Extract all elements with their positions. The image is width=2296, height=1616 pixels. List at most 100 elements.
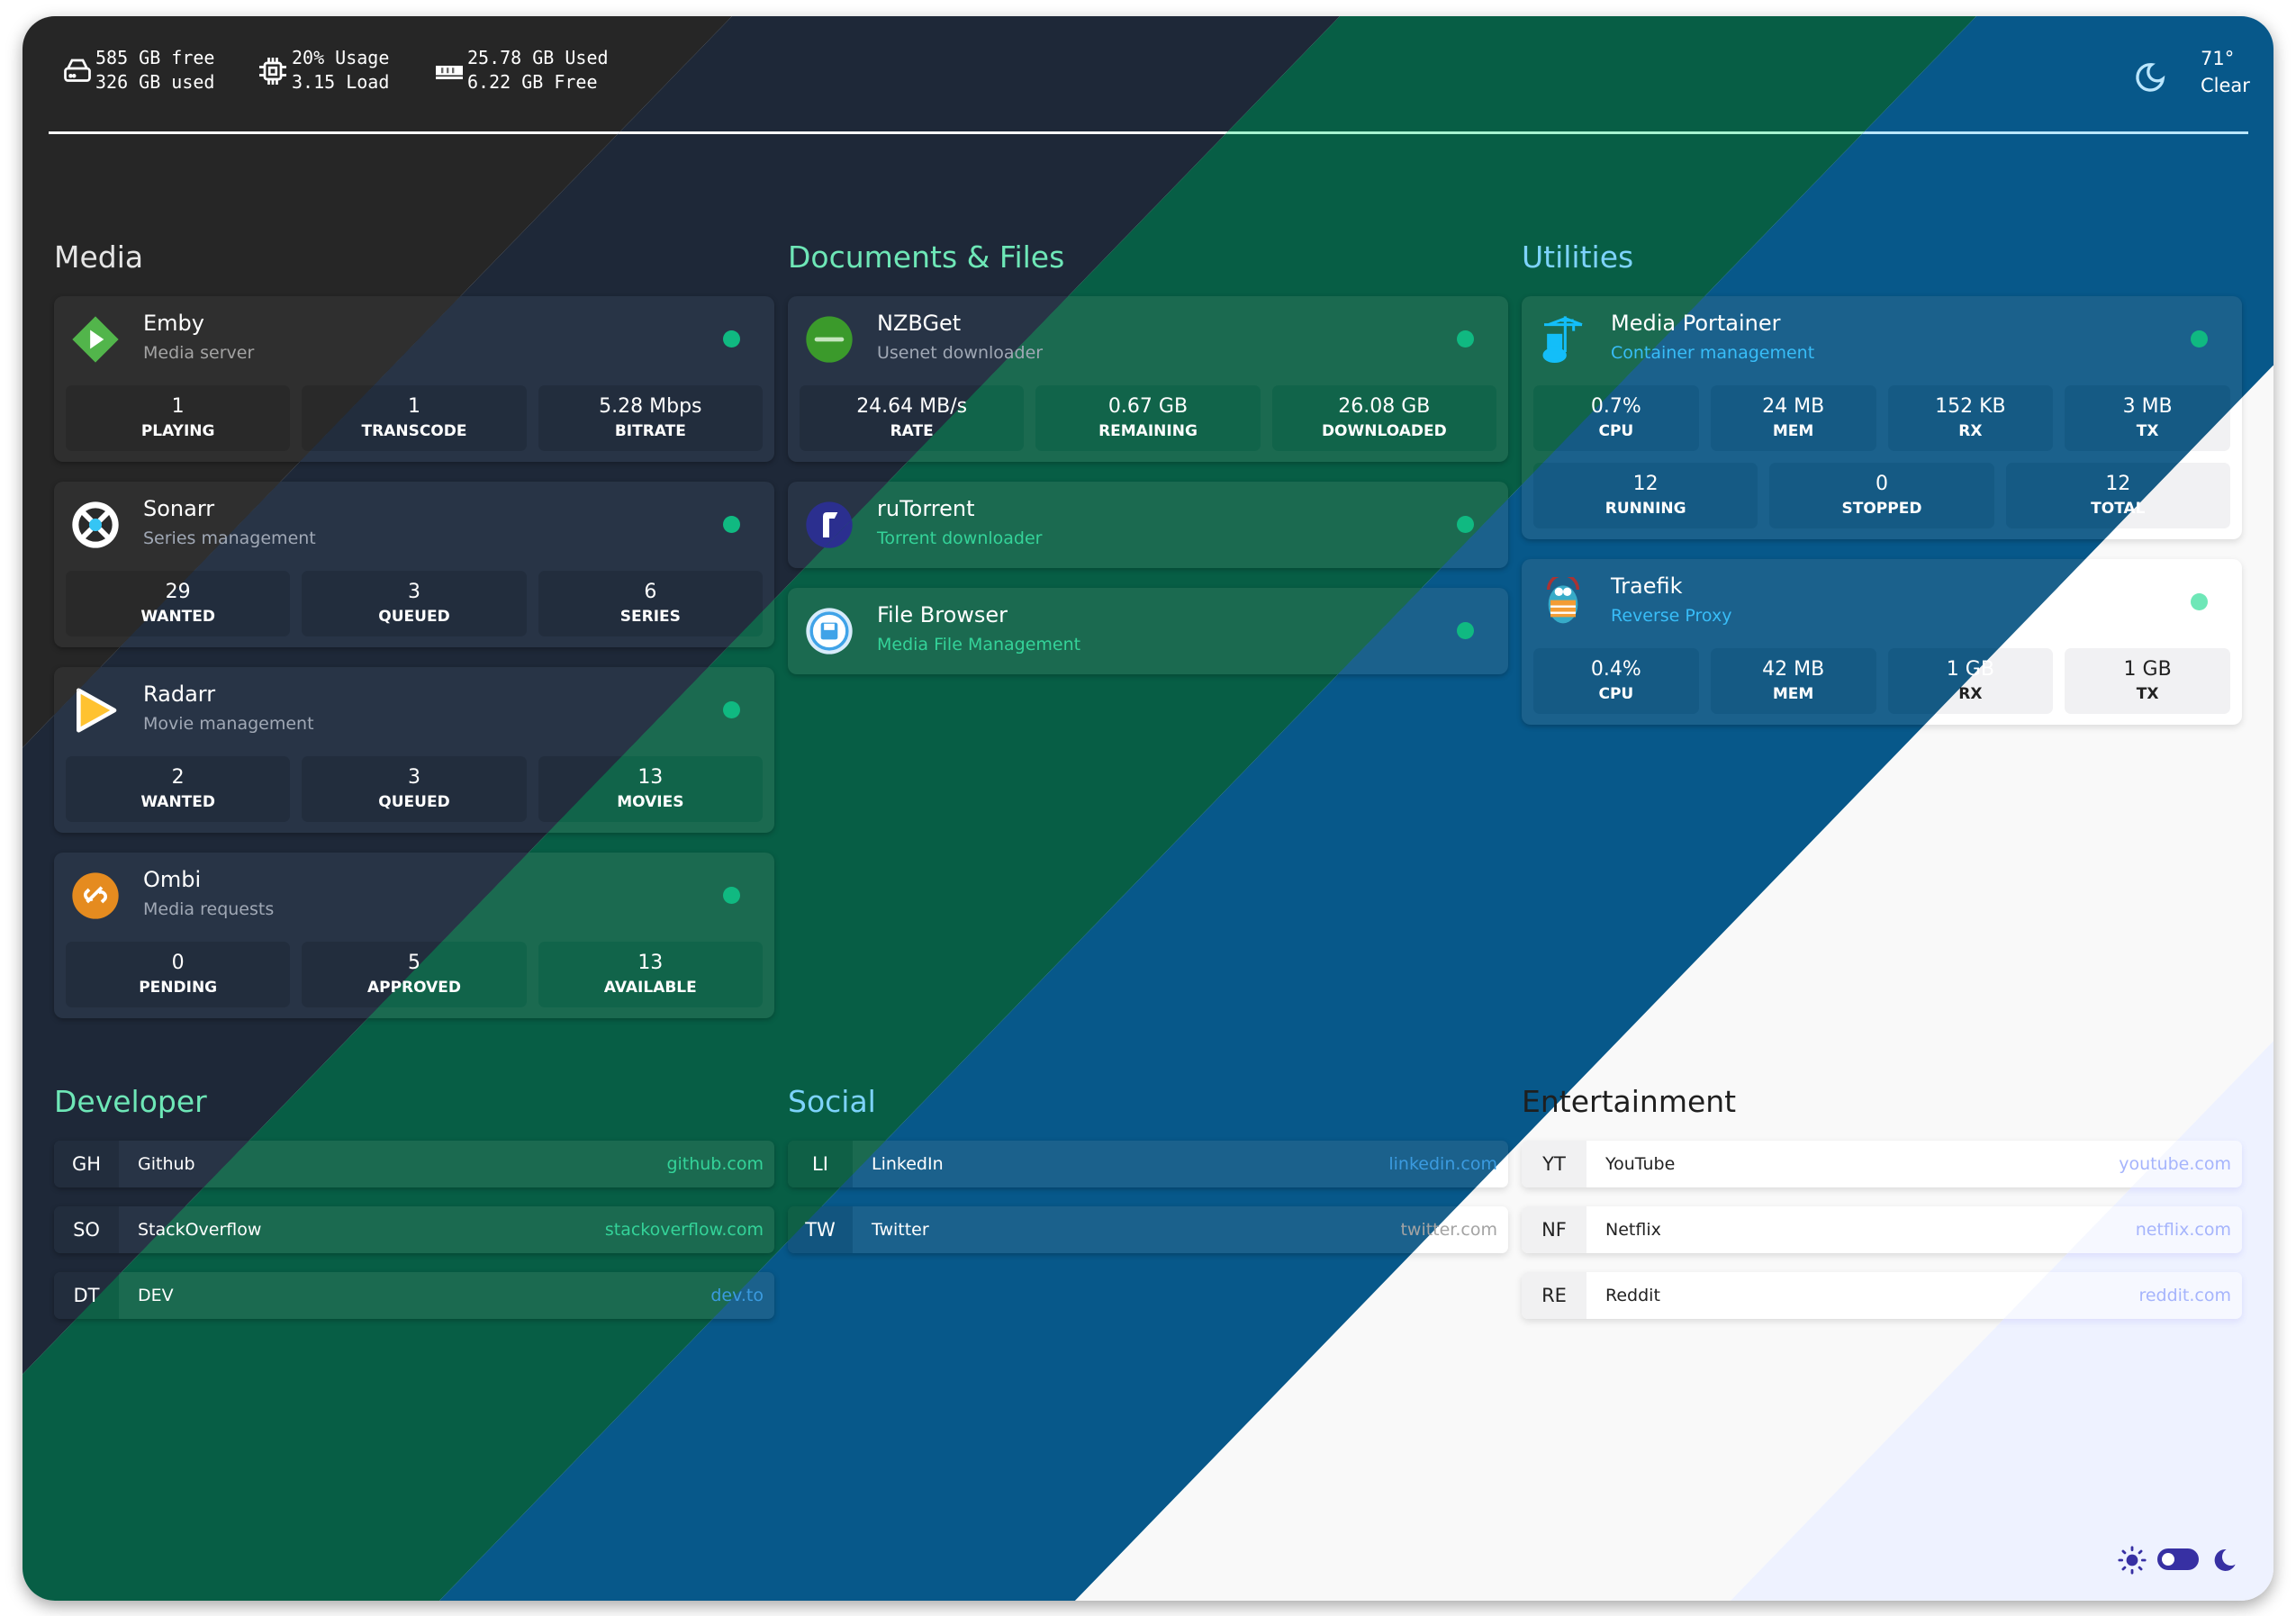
service-name[interactable]: Emby (143, 311, 204, 336)
service-card-emby[interactable]: Emby Media server 1 PLAYING 1 TRANSCODE 5.28… (54, 296, 774, 462)
bookmark-name[interactable]: YouTube (1605, 1154, 1676, 1174)
stat-tile (1533, 463, 1758, 528)
stat-tile: 1 TRANSCODE (302, 385, 526, 451)
stat-row: 2 WANTED 3 QUEUED 13 MOVIES (54, 754, 774, 822)
bookmark-twitter[interactable]: TW Twitter twitter.com (788, 1206, 1508, 1253)
section-title: Entertainment (1522, 1084, 1737, 1119)
header-divider (49, 131, 1340, 134)
stat-label: QUEUED (378, 793, 450, 811)
cpu-load: 3.15 Load (292, 71, 390, 93)
cpu-icon (257, 55, 289, 87)
rutorrent-icon (804, 500, 854, 550)
weather-condition: Clear (2201, 75, 2250, 96)
bookmark-url[interactable]: netflix.com (2135, 1220, 2231, 1240)
status-indicator (723, 330, 740, 348)
stat-label: TRANSCODE (361, 422, 467, 440)
bookmark-url[interactable]: youtube.com (2119, 1154, 2231, 1174)
bookmark-reddit[interactable]: RE Reddit reddit.com (1522, 1272, 2242, 1319)
status-indicator (1457, 330, 1474, 348)
stat-tile (1035, 385, 1261, 451)
service-card-media-portainer[interactable]: Media Portainer Container management 0.7… (1522, 296, 2242, 539)
service-name[interactable]: Media Portainer (1611, 311, 1781, 336)
theme-toggle[interactable] (2157, 1548, 2199, 1570)
service-group: Documents & Files NZBGet Usenet download… (788, 238, 1508, 674)
stat-label: TX (2136, 685, 2159, 703)
stat-tile: 5.28 Mbps BITRATE (538, 385, 763, 451)
bookmark-name[interactable]: Github (138, 1154, 195, 1174)
stat-label: MEM (1772, 422, 1814, 440)
bookmark-name[interactable]: Netflix (1605, 1220, 1661, 1240)
bookmark-url[interactable]: stackoverflow.com (604, 1220, 764, 1240)
stat-tile (1769, 463, 1994, 528)
stat-label: MOVIES (617, 793, 684, 811)
stat-value: 24 MB (1762, 395, 1825, 418)
stat-tile (1533, 648, 1699, 714)
moon-icon[interactable] (2210, 1544, 2238, 1576)
service-name[interactable]: Ombi (143, 867, 202, 892)
bookmark-url[interactable]: github.com (666, 1154, 764, 1174)
service-name[interactable]: NZBGet (877, 311, 962, 336)
stat-tile: 0.4% CPU (1533, 648, 1699, 714)
stat-tile: 24 MB MEM (1711, 385, 1876, 451)
service-subtitle: Media File Management (877, 635, 1081, 655)
disk-used: 326 GB used (95, 71, 215, 93)
stat-tile: 152 KB RX (1888, 385, 2054, 451)
service-card-rutorrent[interactable]: ruTorrent Torrent downloader (788, 482, 1508, 568)
bookmark-name[interactable]: Reddit (1605, 1286, 1660, 1305)
ombi-icon (70, 871, 121, 921)
status-indicator (1457, 516, 1474, 533)
stat-tile (302, 756, 527, 822)
bookmark-linkedin[interactable]: LI LinkedIn linkedin.com (788, 1141, 1508, 1187)
bookmark-abbr (1522, 1272, 1586, 1319)
stat-tile: 0 PENDING (66, 942, 290, 1007)
stat-value: 29 (165, 581, 191, 603)
bookmark-url[interactable]: dev.to (710, 1286, 764, 1305)
status-indicator (723, 701, 740, 718)
bookmark-github[interactable]: GH Github github.com (54, 1141, 774, 1187)
bookmark-twitter (788, 1206, 1508, 1253)
bookmark-url[interactable]: linkedin.com (1388, 1154, 1497, 1174)
service-card-sonarr[interactable]: Sonarr Series management 29 WANTED 3 QUEUED… (54, 482, 774, 647)
status-indicator (723, 887, 740, 904)
stat-value: 1 GB (2123, 658, 2172, 681)
service-card-file-browser[interactable]: File Browser Media File Management (788, 588, 1508, 674)
bookmark-youtube[interactable]: YT YouTube youtube.com (1522, 1141, 2242, 1187)
service-name[interactable]: Radarr (143, 682, 216, 707)
service-card-ombi[interactable]: Ombi Media requests 0 PENDING 5 APPROVED 13 A… (54, 853, 774, 1018)
bookmark-name[interactable]: StackOverflow (138, 1220, 262, 1240)
stat-label: RX (1958, 685, 1983, 703)
bookmark-url[interactable]: reddit.com (2138, 1286, 2231, 1305)
nzbget-icon (804, 314, 854, 365)
bookmark-name[interactable]: Twitter (872, 1220, 929, 1240)
status-indicator (723, 701, 740, 718)
ombi-icon (70, 871, 121, 921)
service-subtitle: Container management (1611, 343, 1815, 363)
service-name[interactable]: File Browser (877, 602, 1008, 627)
service-card-radarr[interactable]: Radarr Movie management 2 WANTED 3 QUEUED 13… (54, 667, 774, 833)
drive-icon (61, 55, 94, 87)
service-card-nzbget[interactable]: NZBGet Usenet downloader 24.64 MB/s RATE 0… (788, 296, 1508, 462)
stat-row: 24.64 MB/s RATE 0.67 GB REMAINING 26.08 GB DO… (788, 383, 1508, 451)
stat-value: 42 MB (1762, 658, 1825, 681)
bookmark-url[interactable]: twitter.com (1400, 1220, 1497, 1240)
stat-label: SERIES (619, 608, 681, 626)
bookmark-dev[interactable]: DT DEV dev.to (54, 1272, 774, 1319)
bookmark-netflix[interactable]: NF Netflix netflix.com (1522, 1206, 2242, 1253)
bookmark-name[interactable]: DEV (138, 1286, 174, 1305)
stat-tile: 29 WANTED (66, 571, 290, 636)
sun-icon[interactable] (2117, 1544, 2147, 1576)
service-name[interactable]: Sonarr (143, 496, 215, 521)
stat-label: PLAYING (140, 422, 215, 440)
filebrowser-icon (804, 606, 854, 656)
bookmark-stackoverflow[interactable]: SO StackOverflow stackoverflow.com (54, 1206, 774, 1253)
service-name[interactable]: ruTorrent (877, 496, 975, 521)
bookmark-name[interactable]: LinkedIn (872, 1154, 944, 1174)
stat-value: 3 (407, 766, 420, 789)
stat-tile: 13 AVAILABLE (538, 942, 763, 1007)
bookmark-abbr (1522, 1141, 1586, 1187)
radarr-icon (70, 685, 121, 736)
service-name[interactable]: Traefik (1611, 573, 1683, 599)
bookmark-abbr: YT (1542, 1153, 1566, 1175)
theme-toggle (2157, 1548, 2199, 1570)
service-card-traefik[interactable]: Traefik Reverse Proxy 0.4% CPU 42 MB MEM 1 G… (1522, 559, 2242, 725)
